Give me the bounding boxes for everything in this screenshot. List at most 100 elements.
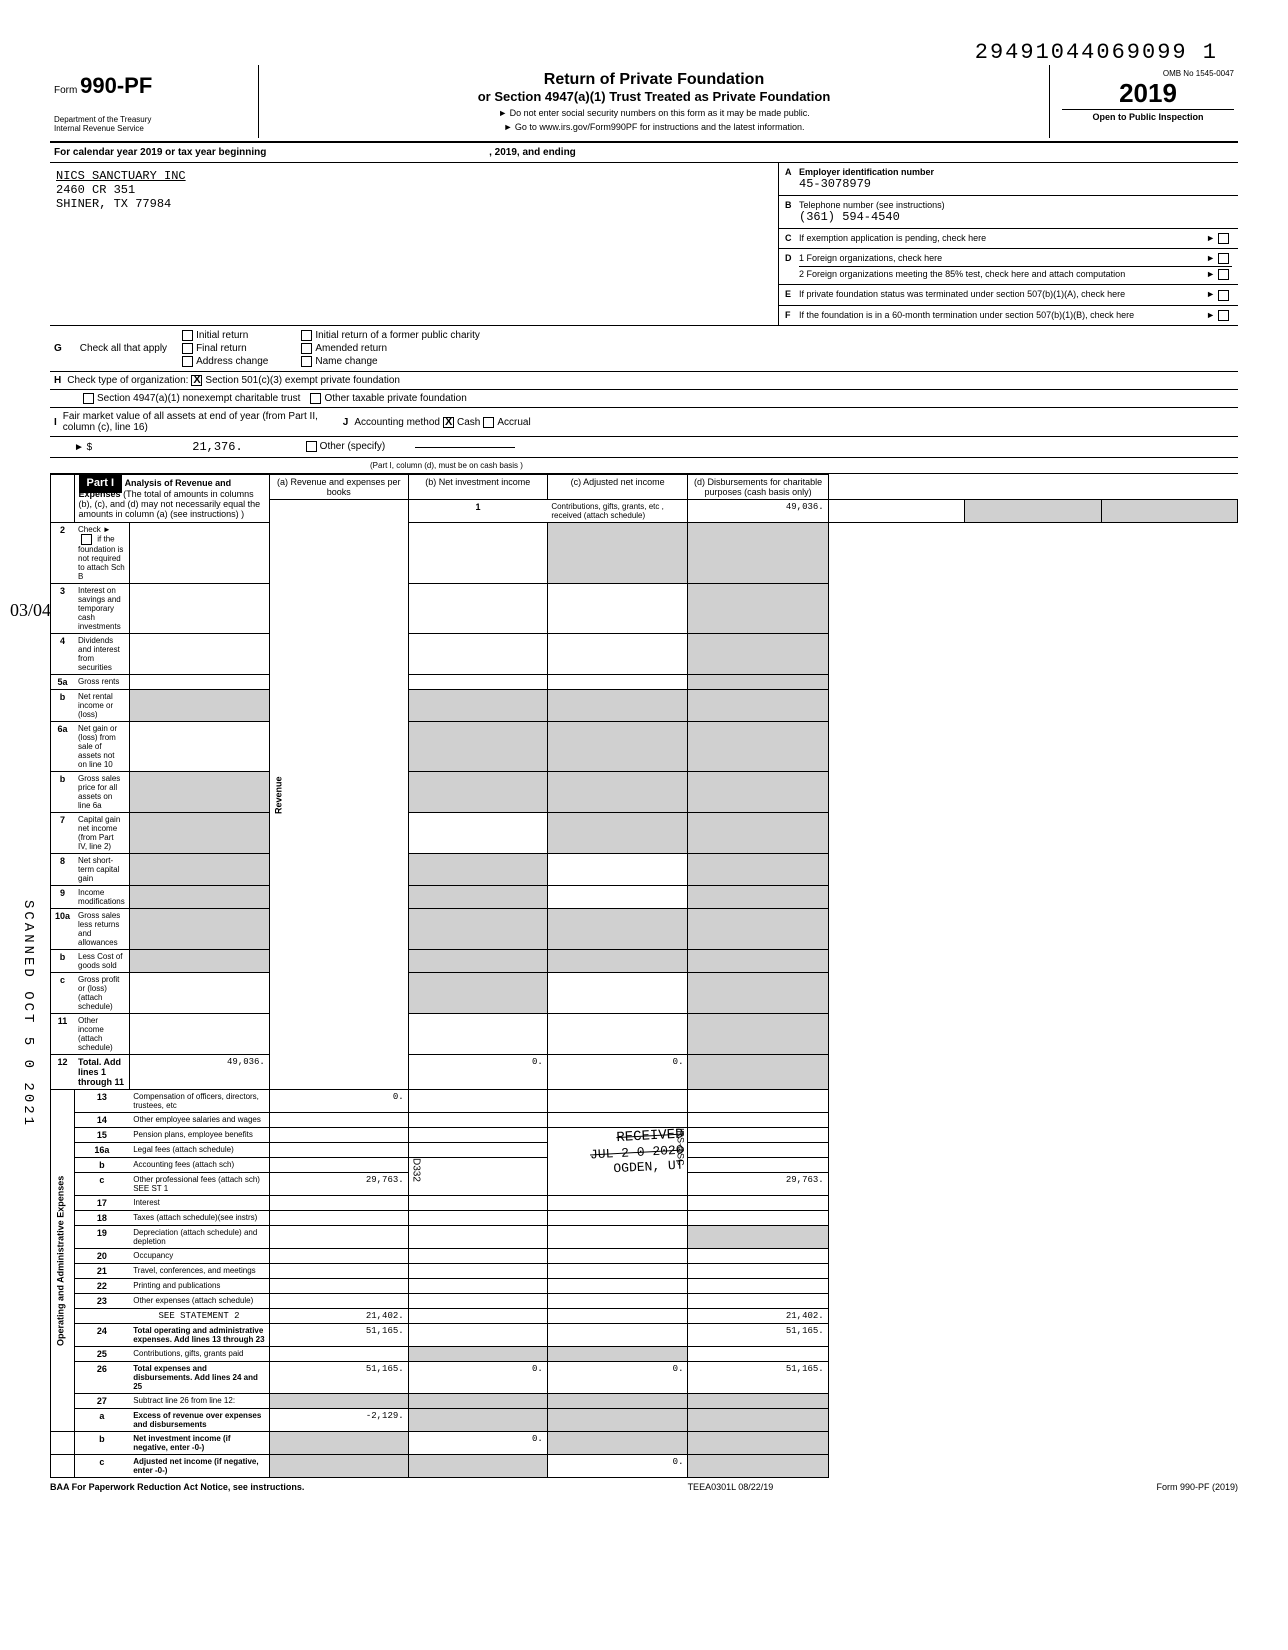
line-6a: 6aNet gain or (loss) from sale of assets… — [51, 722, 1238, 772]
l26-b: 0. — [408, 1362, 547, 1394]
l12-a: 49,036. — [129, 1055, 269, 1090]
col-a-header: (a) Revenue and expenses per books — [269, 475, 408, 500]
revenue-side-label: Revenue — [269, 500, 408, 1090]
chk-other-tax[interactable] — [310, 393, 321, 404]
line-27: 27Subtract line 26 from line 12: — [51, 1394, 1238, 1409]
irs-osc-stamp: IRS-OSC — [675, 1128, 685, 1166]
l13-a: 0. — [269, 1090, 408, 1113]
line-23: 23Other expenses (attach schedule) — [51, 1294, 1238, 1309]
expenses-side-label: Operating and Administrative Expenses — [51, 1090, 75, 1432]
row-h-opt3: Other taxable private foundation — [324, 393, 466, 404]
box-d1-check[interactable] — [1218, 253, 1229, 264]
opt-address: Address change — [196, 356, 268, 367]
row-h2: Section 4947(a)(1) nonexempt charitable … — [50, 390, 1238, 408]
opt-initial-former: Initial return of a former public charit… — [315, 330, 480, 341]
box-c: C If exemption application is pending, c… — [779, 229, 1238, 249]
l26-a: 51,165. — [269, 1362, 408, 1394]
chk-l2[interactable] — [81, 534, 92, 545]
line-14: 14Other employee salaries and wages — [51, 1113, 1238, 1128]
row-j-note: (Part I, column (d), must be on cash bas… — [50, 458, 1238, 474]
line-5a: 5aGross rents — [51, 675, 1238, 690]
line-10a: 10aGross sales less returns and allowanc… — [51, 909, 1238, 950]
box-e: E If private foundation status was termi… — [779, 285, 1238, 305]
row-j-text: Accounting method — [354, 417, 440, 428]
chk-address[interactable] — [182, 356, 193, 367]
org-addr2: SHINER, TX 77984 — [56, 197, 772, 211]
part1-header-cell: Part I Analysis of Revenue and Expenses … — [74, 475, 269, 523]
form-prefix: Form — [54, 85, 77, 96]
row-ij2: ► $ 21,376. Other (specify) — [50, 437, 1238, 458]
chk-final[interactable] — [182, 343, 193, 354]
margin-fraction: 03/04 — [10, 600, 51, 621]
chk-name[interactable] — [301, 356, 312, 367]
chk-initial-former[interactable] — [301, 330, 312, 341]
org-addr1: 2460 CR 351 — [56, 183, 772, 197]
l27a-a: -2,129. — [269, 1409, 408, 1432]
org-info-left: NICS SANCTUARY INC 2460 CR 351 SHINER, T… — [50, 163, 778, 325]
chk-4947[interactable] — [83, 393, 94, 404]
box-e-label: E — [785, 289, 799, 300]
opt-cash: Cash — [457, 417, 480, 428]
chk-501c3[interactable] — [191, 375, 202, 386]
row-ij: I Fair market value of all assets at end… — [50, 408, 1238, 437]
opt-accrual: Accrual — [497, 417, 530, 428]
col-b-header: (b) Net investment income — [408, 475, 547, 500]
box-c-label: C — [785, 233, 799, 244]
line-7: 7Capital gain net income (from Part IV, … — [51, 813, 1238, 854]
l23s-d: 21,402. — [688, 1309, 828, 1324]
form-header: Form 990-PF Department of the Treasury I… — [50, 65, 1238, 143]
row-g-label: G — [54, 343, 62, 354]
box-c-check[interactable] — [1218, 233, 1229, 244]
row-g: G Check all that apply Initial return In… — [50, 326, 1238, 372]
l26-d: 51,165. — [688, 1362, 828, 1394]
org-name: NICS SANCTUARY INC — [56, 169, 772, 183]
part1-table: Part I Analysis of Revenue and Expenses … — [50, 474, 1238, 1478]
l27c-c: 0. — [547, 1455, 688, 1478]
line-3: 3Interest on savings and temporary cash … — [51, 584, 1238, 634]
org-info-right: A Employer identification number 45-3078… — [778, 163, 1238, 325]
row-h-text: Check type of organization: — [67, 375, 188, 386]
line-17: 17Interest — [51, 1196, 1238, 1211]
chk-amended[interactable] — [301, 343, 312, 354]
box-a: A Employer identification number 45-3078… — [779, 163, 1238, 196]
footer-form: Form 990-PF (2019) — [1156, 1482, 1238, 1492]
box-f-check[interactable] — [1218, 310, 1229, 321]
chk-cash[interactable] — [443, 417, 454, 428]
l1-a: 49,036. — [688, 500, 828, 523]
line-19: 19Depreciation (attach schedule) and dep… — [51, 1226, 1238, 1249]
line-27a: aExcess of revenue over expenses and dis… — [51, 1409, 1238, 1432]
row-h-label: H — [54, 375, 61, 386]
box-d1-text: 1 Foreign organizations, check here — [799, 253, 942, 264]
footer-baa: BAA For Paperwork Reduction Act Notice, … — [50, 1482, 304, 1492]
line-26: 26Total expenses and disbursements. Add … — [51, 1362, 1238, 1394]
row-i-label: I — [54, 417, 57, 428]
chk-other-method[interactable] — [306, 441, 317, 452]
row-h-opt1: Section 501(c)(3) exempt private foundat… — [205, 375, 400, 386]
form-number: 990-PF — [80, 73, 152, 98]
line-8: 8Net short-term capital gain — [51, 854, 1238, 886]
box-d2-check[interactable] — [1218, 269, 1229, 280]
box-a-value: 45-3078979 — [799, 177, 934, 191]
l27b-b: 0. — [408, 1432, 547, 1455]
line-18: 18Taxes (attach schedule)(see instrs) — [51, 1211, 1238, 1226]
line-27c: cAdjusted net income (if negative, enter… — [51, 1455, 1238, 1478]
d332-stamp: D332 — [411, 1158, 422, 1182]
line-12: 12Total. Add lines 1 through 11 49,036.0… — [51, 1055, 1238, 1090]
title-sub: or Section 4947(a)(1) Trust Treated as P… — [265, 89, 1043, 104]
line-27b: bNet investment income (if negative, ent… — [51, 1432, 1238, 1455]
line-25: 25Contributions, gifts, grants paid — [51, 1347, 1238, 1362]
line-5b: bNet rental income or (loss) — [51, 690, 1238, 722]
title-note1: ► Do not enter social security numbers o… — [265, 108, 1043, 118]
chk-accrual[interactable] — [483, 417, 494, 428]
dln-line: 29491044069099 1 — [50, 40, 1238, 65]
row-j-label: J — [343, 417, 349, 428]
opt-initial: Initial return — [196, 330, 248, 341]
box-d-label: D — [785, 253, 799, 280]
row-h-opt2: Section 4947(a)(1) nonexempt charitable … — [97, 393, 300, 404]
row-g-text: Check all that apply — [80, 343, 167, 354]
l26-c: 0. — [547, 1362, 688, 1394]
box-e-check[interactable] — [1218, 290, 1229, 301]
l16c-a: 29,763. — [269, 1173, 408, 1196]
title-main: Return of Private Foundation — [265, 71, 1043, 89]
chk-initial[interactable] — [182, 330, 193, 341]
